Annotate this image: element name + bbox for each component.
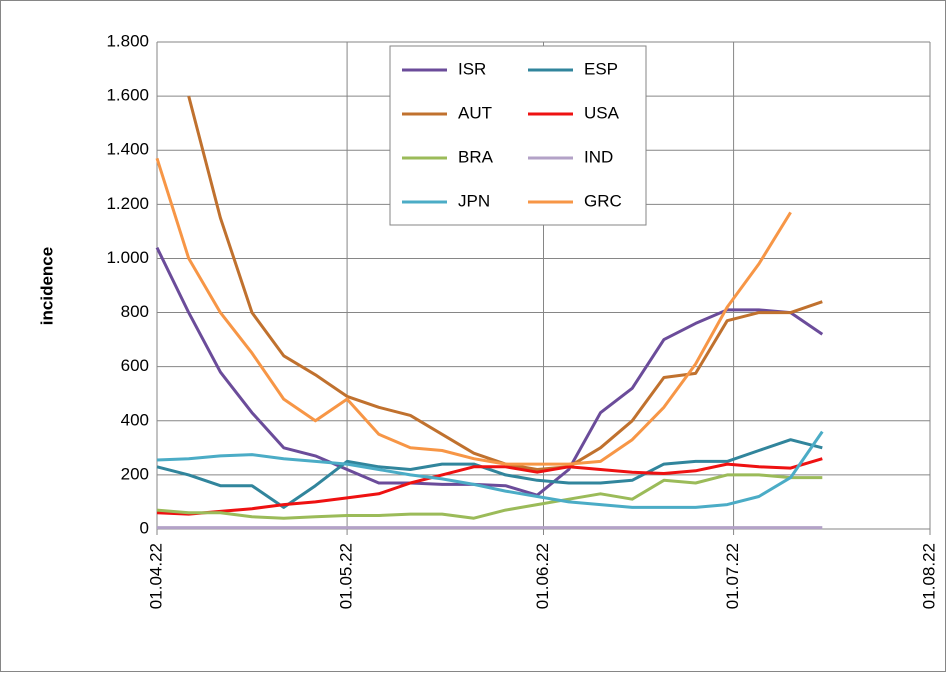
series-line bbox=[156, 438, 823, 509]
y-tick-label: 1.000 bbox=[106, 248, 149, 267]
legend-label: AUT bbox=[458, 103, 492, 122]
x-tick-label: 01.08.22 bbox=[919, 543, 938, 609]
x-tick-label: 01.07.22 bbox=[723, 543, 742, 609]
y-tick-label: 1.600 bbox=[106, 86, 149, 105]
legend-label: GRC bbox=[584, 191, 622, 210]
legend-label: JPN bbox=[458, 191, 490, 210]
series-line bbox=[156, 430, 824, 509]
legend-label: BRA bbox=[458, 147, 494, 166]
y-tick-label: 0 bbox=[140, 518, 149, 537]
series-line bbox=[156, 457, 823, 516]
legend-box bbox=[389, 45, 647, 226]
legend-label: ISR bbox=[458, 59, 486, 78]
legend-label: ESP bbox=[584, 59, 618, 78]
legend-label: USA bbox=[584, 103, 620, 122]
y-tick-label: 400 bbox=[121, 410, 149, 429]
x-tick-label: 01.05.22 bbox=[337, 543, 356, 609]
y-tick-label: 1.200 bbox=[106, 194, 149, 213]
y-axis-label: incidence bbox=[37, 247, 56, 325]
x-tick-label: 01.04.22 bbox=[146, 543, 165, 609]
series-line bbox=[155, 246, 824, 497]
y-tick-label: 1.800 bbox=[106, 31, 149, 50]
y-tick-label: 200 bbox=[121, 464, 149, 483]
y-tick-label: 800 bbox=[121, 302, 149, 321]
legend-label: IND bbox=[584, 147, 613, 166]
y-tick-label: 1.400 bbox=[106, 140, 149, 159]
y-tick-label: 600 bbox=[121, 356, 149, 375]
series-line bbox=[155, 157, 792, 466]
x-tick-label: 01.06.22 bbox=[533, 543, 552, 609]
series-line bbox=[156, 473, 823, 520]
